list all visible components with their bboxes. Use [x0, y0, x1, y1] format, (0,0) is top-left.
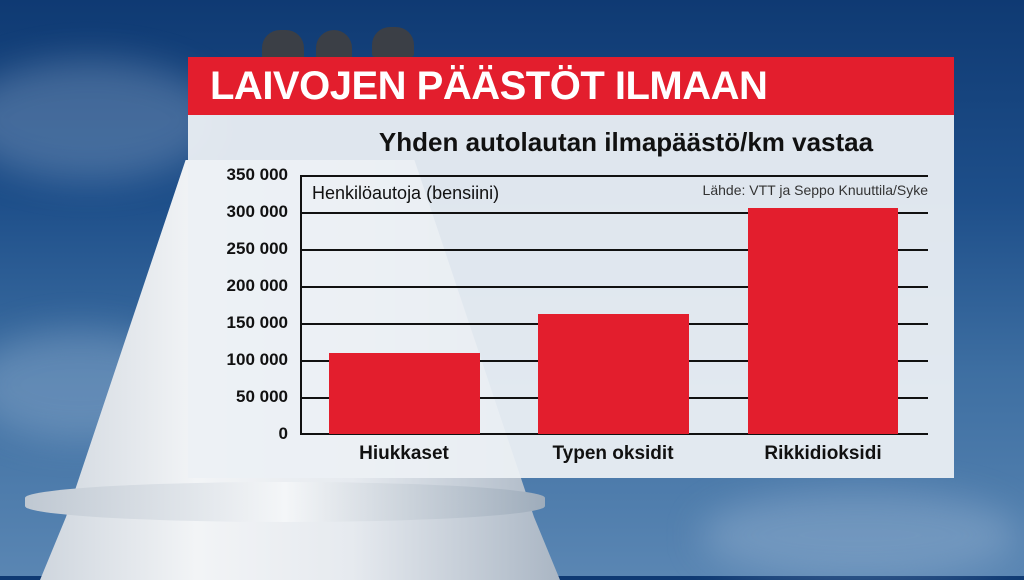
y-tick-label: 100 000 — [226, 350, 288, 369]
y-tick-label: 150 000 — [226, 313, 288, 332]
y-axis — [300, 175, 302, 435]
ship-stack — [372, 27, 414, 57]
infographic-panel: LAIVOJEN PÄÄSTÖT ILMAAN Yhden autolautan… — [188, 57, 954, 478]
y-tick-label: 0 — [278, 424, 288, 443]
x-category-label: Typen oksidit — [552, 443, 674, 464]
gridline — [300, 286, 928, 288]
gridline — [300, 212, 928, 214]
y-tick-label: 350 000 — [226, 165, 288, 184]
header-banner: LAIVOJEN PÄÄSTÖT ILMAAN — [188, 57, 954, 115]
ship-stack — [262, 30, 304, 60]
y-tick-label: 300 000 — [226, 202, 288, 221]
page-title: LAIVOJEN PÄÄSTÖT ILMAAN — [210, 64, 768, 108]
bar-chart: Henkilöautoja (bensiini) Lähde: VTT ja S… — [227, 165, 928, 464]
baseline — [300, 433, 928, 435]
y-axis-unit-label: Henkilöautoja (bensiini) — [312, 183, 500, 203]
y-tick-label: 50 000 — [236, 387, 288, 406]
y-tick-label: 200 000 — [226, 276, 288, 295]
x-category-label: Rikkidioksidi — [764, 443, 882, 464]
gridline — [300, 249, 928, 251]
ship-stack — [316, 30, 352, 60]
ship-funnel-ring — [25, 482, 545, 522]
cloud — [700, 490, 1020, 580]
source-note: Lähde: VTT ja Seppo Knuuttila/Syke — [702, 182, 928, 198]
bar-rikkidioksidi — [748, 208, 898, 434]
chart-subtitle: Yhden autolautan ilmapäästö/km vastaa — [378, 127, 874, 157]
bar-typen-oksidit — [538, 314, 689, 434]
gridline — [300, 175, 928, 177]
bar-hiukkaset — [329, 353, 480, 434]
cloud — [0, 60, 220, 180]
x-category-label: Hiukkaset — [359, 443, 449, 464]
y-tick-label: 250 000 — [226, 239, 288, 258]
